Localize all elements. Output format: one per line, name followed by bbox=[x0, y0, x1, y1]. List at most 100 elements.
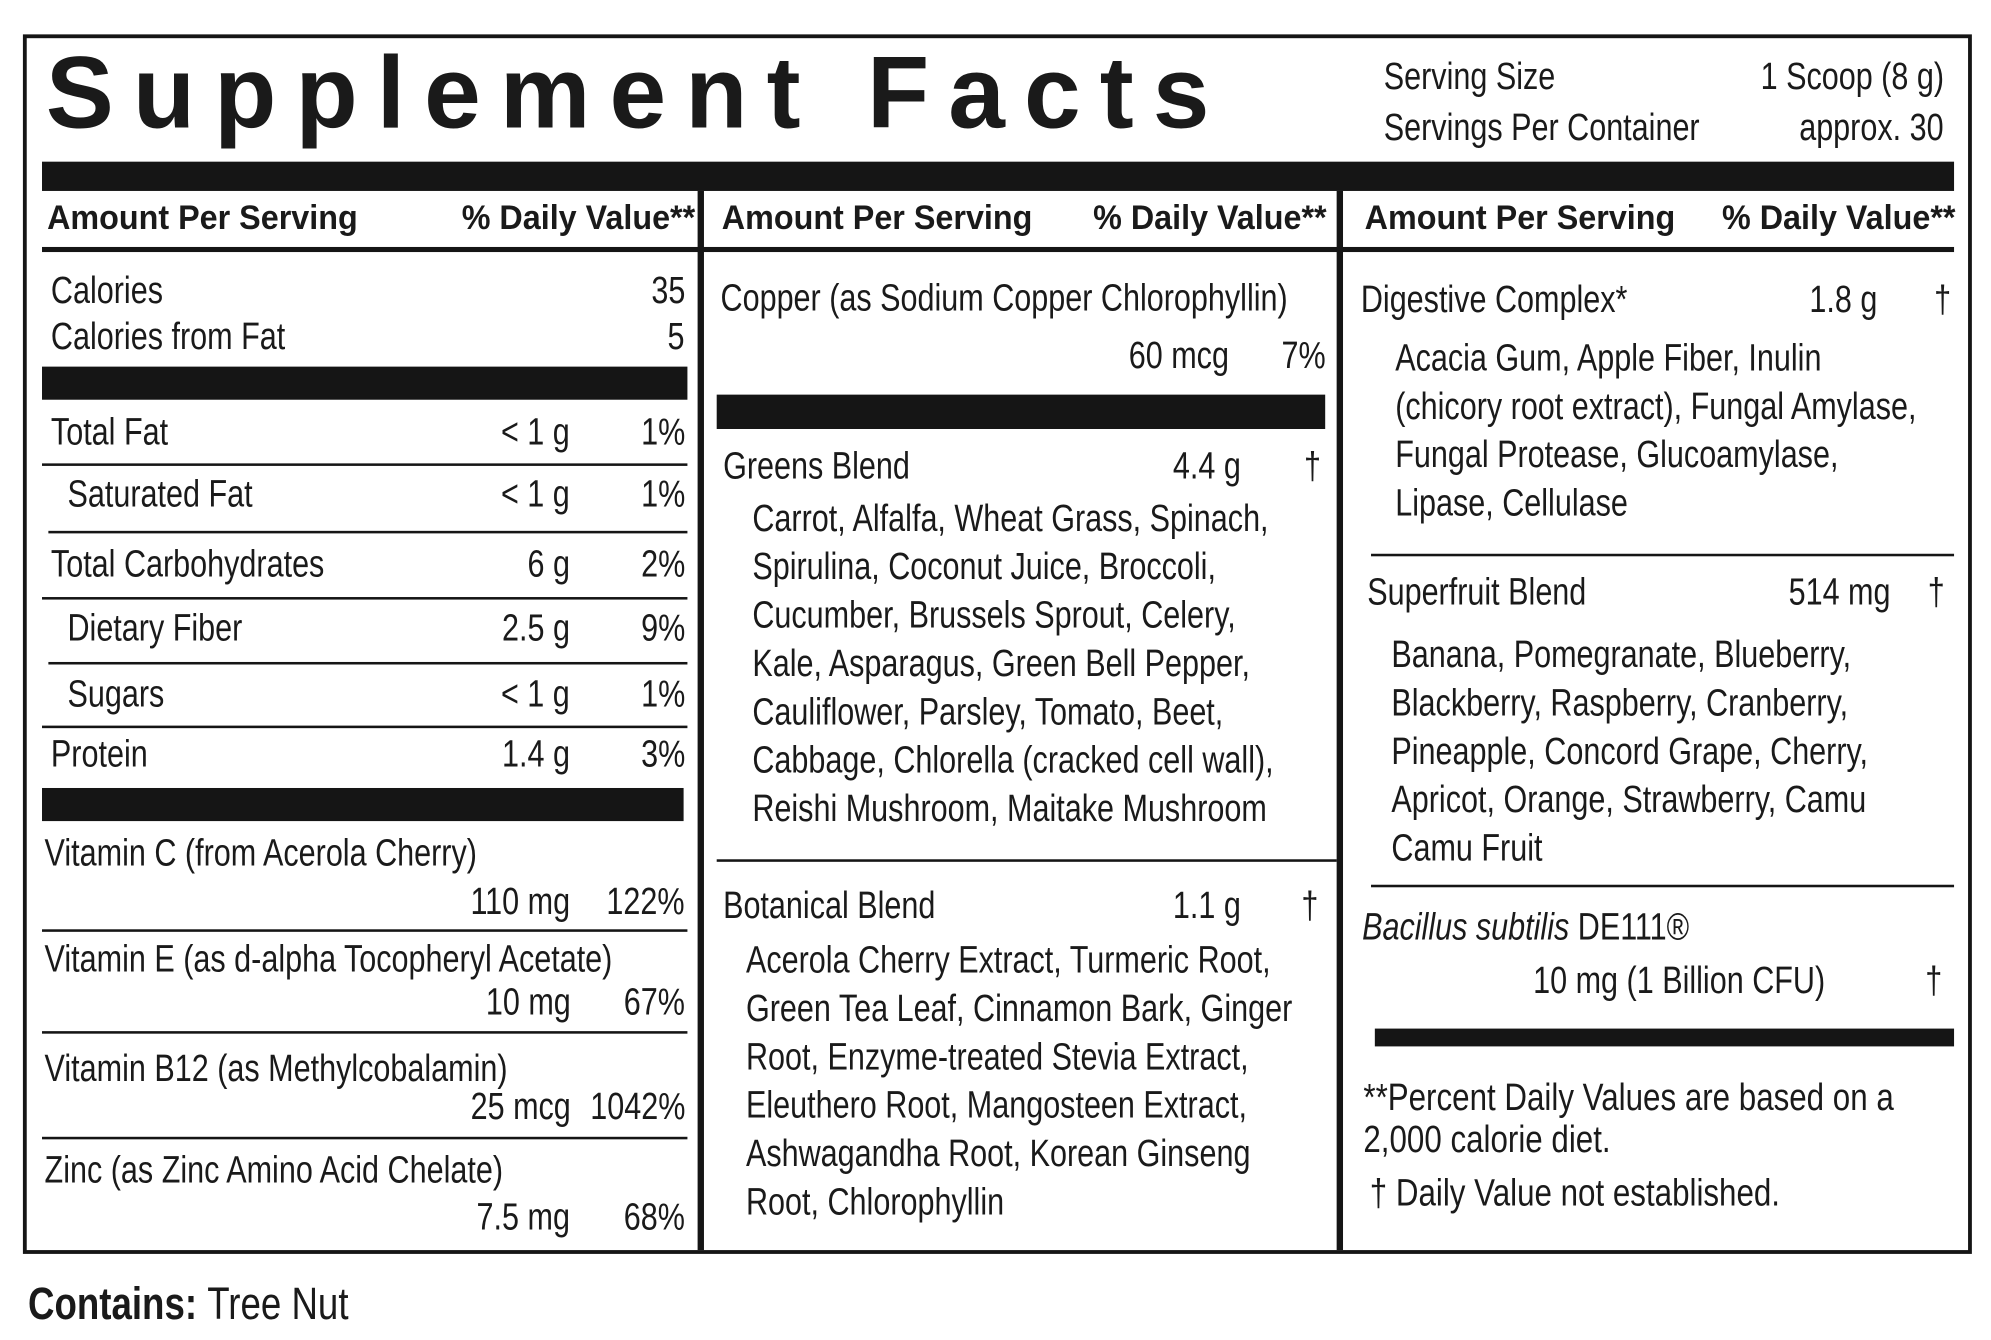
column-header-dv: % Daily Value** bbox=[1721, 198, 1956, 238]
ingredient-line: Green Tea Leaf, Cinnamon Bark, Ginger bbox=[745, 988, 1293, 1031]
contains: Contains: Tree Nut bbox=[28, 1276, 349, 1331]
nutrient-name: Dietary Fiber bbox=[67, 607, 243, 650]
row-rule bbox=[1371, 553, 1955, 557]
probiotic-name-part: DE111® bbox=[1569, 906, 1690, 949]
probiotic-dv: † bbox=[1925, 960, 1943, 1003]
serving-size-label: Serving Size bbox=[1383, 56, 1556, 99]
nutrient-name: Copper (as Sodium Copper Chlorophyllin) bbox=[720, 278, 1288, 321]
row-rule bbox=[42, 597, 688, 600]
row-rule bbox=[42, 929, 688, 932]
row-rule bbox=[42, 463, 688, 466]
ingredient-line: Acerola Cherry Extract, Turmeric Root, bbox=[745, 939, 1271, 982]
nutrient-amount: 1.4 g bbox=[502, 733, 571, 776]
column-header-dv: % Daily Value** bbox=[461, 198, 696, 238]
vitamin-amount: 10 mg bbox=[485, 981, 571, 1024]
column-divider bbox=[1336, 190, 1344, 1251]
blend-name: Superfruit Blend bbox=[1367, 572, 1587, 615]
title: Supplement Facts bbox=[45, 36, 1229, 150]
nutrient-amount: 2.5 g bbox=[502, 607, 571, 650]
ingredient-line: Eleuthero Root, Mangosteen Extract, bbox=[745, 1085, 1247, 1128]
probiotic-name: Bacillus subtilis DE111® bbox=[1362, 906, 1689, 952]
row-rule bbox=[42, 725, 688, 729]
blend-name: Digestive Complex* bbox=[1360, 279, 1628, 322]
row-rule bbox=[1371, 884, 1955, 888]
serving-size: 1 Scoop (8 g) bbox=[1760, 56, 1944, 99]
ingredient-line: (chicory root extract), Fungal Amylase, bbox=[1395, 386, 1917, 429]
blend-dv: † bbox=[1934, 279, 1952, 322]
blend-dv: † bbox=[1928, 572, 1946, 615]
ingredient-line: Cabbage, Chlorella (cracked cell wall), bbox=[752, 740, 1274, 783]
probiotic-amount: 10 mg (1 Billion CFU) bbox=[1533, 960, 1826, 1003]
vitamin-dv: 1042% bbox=[589, 1086, 685, 1129]
ingredient-line: Fungal Protease, Glucoamylase, bbox=[1395, 434, 1839, 477]
row-rule bbox=[42, 1031, 688, 1034]
vitamin-name: Zinc (as Zinc Amino Acid Chelate) bbox=[44, 1150, 504, 1193]
nutrient-name: Protein bbox=[50, 733, 148, 776]
ingredient-line: Camu Fruit bbox=[1391, 827, 1543, 870]
nutrient-dv: 2% bbox=[640, 544, 685, 587]
calorie-value: 5 bbox=[667, 316, 685, 359]
blend-dv: † bbox=[1301, 885, 1319, 928]
nutrient-amount: < 1 g bbox=[501, 673, 571, 716]
row-rule bbox=[42, 1136, 688, 1140]
ingredient-line: Carrot, Alfalfa, Wheat Grass, Spinach, bbox=[752, 498, 1269, 541]
nutrient-dv: 1% bbox=[640, 673, 685, 716]
footnote: † Daily Value not established. bbox=[1369, 1172, 1781, 1215]
vitamin-name: Vitamin B12 (as Methylcobalamin) bbox=[44, 1048, 508, 1091]
contains-value: Tree Nut bbox=[207, 1276, 349, 1330]
ingredient-line: Cucumber, Brussels Sprout, Celery, bbox=[752, 594, 1236, 637]
ingredient-line: Banana, Pomegranate, Blueberry, bbox=[1391, 634, 1852, 677]
blend-name: Botanical Blend bbox=[723, 885, 936, 928]
ingredient-line: Lipase, Cellulase bbox=[1395, 482, 1628, 525]
thick-rule bbox=[42, 161, 1955, 191]
nutrient-name: Saturated Fat bbox=[67, 474, 253, 517]
row-rule bbox=[716, 859, 1337, 862]
nutrient-name: Total Carbohydrates bbox=[50, 544, 325, 587]
ingredient-line: Pineapple, Concord Grape, Cherry, bbox=[1391, 731, 1869, 774]
column-header-amount: Amount Per Serving bbox=[47, 198, 358, 238]
ingredient-line: Reishi Mushroom, Maitake Mushroom bbox=[752, 788, 1267, 831]
ingredient-line: Root, Enzyme-treated Stevia Extract, bbox=[745, 1036, 1249, 1079]
column-divider bbox=[697, 190, 704, 1251]
row-rule bbox=[48, 530, 688, 534]
nutrient-amount: 60 mcg bbox=[1128, 335, 1229, 378]
thick-rule bbox=[1374, 1028, 1955, 1047]
nutrient-dv: 1% bbox=[640, 474, 685, 517]
thick-rule bbox=[716, 394, 1326, 430]
nutrient-amount: < 1 g bbox=[501, 474, 571, 517]
ingredient-line: Ashwagandha Root, Korean Ginseng bbox=[745, 1133, 1251, 1176]
ingredient-line: Acacia Gum, Apple Fiber, Inulin bbox=[1395, 337, 1822, 380]
ingredient-line: Root, Chlorophyllin bbox=[745, 1181, 1005, 1224]
blend-name: Greens Blend bbox=[723, 446, 910, 489]
ingredient-line: Spirulina, Coconut Juice, Broccoli, bbox=[752, 546, 1216, 589]
nutrient-dv: 1% bbox=[640, 411, 685, 454]
vitamin-name: Vitamin C (from Acerola Cherry) bbox=[44, 833, 477, 876]
blend-amount: 1.8 g bbox=[1809, 279, 1878, 322]
row-rule bbox=[48, 661, 688, 665]
column-header-amount: Amount Per Serving bbox=[1364, 198, 1676, 238]
blend-amount: 4.4 g bbox=[1173, 446, 1242, 489]
nutrient-dv: 9% bbox=[640, 607, 685, 650]
blend-dv: † bbox=[1304, 446, 1322, 489]
ingredient-line: Kale, Asparagus, Green Bell Pepper, bbox=[752, 643, 1250, 686]
vitamin-dv: 122% bbox=[606, 881, 685, 924]
calorie-value: 35 bbox=[650, 270, 685, 313]
nutrient-name: Total Fat bbox=[50, 411, 169, 454]
footnote: **Percent Daily Values are based on a 2,… bbox=[1363, 1076, 1894, 1161]
nutrient-dv: 3% bbox=[640, 733, 685, 776]
calorie-name: Calories bbox=[50, 270, 163, 313]
column-header-dv: % Daily Value** bbox=[1092, 198, 1327, 238]
blend-amount: 1.1 g bbox=[1173, 885, 1242, 928]
ingredient-line: Cauliflower, Parsley, Tomato, Beet, bbox=[752, 691, 1224, 734]
probiotic-name-part: Bacillus subtilis bbox=[1362, 906, 1570, 949]
header-rule bbox=[42, 246, 1955, 253]
nutrient-dv: 7% bbox=[1281, 335, 1326, 378]
thick-rule bbox=[42, 787, 684, 822]
outer-border bbox=[22, 34, 1972, 1254]
vitamin-dv: 68% bbox=[623, 1197, 685, 1240]
calorie-name: Calories from Fat bbox=[50, 316, 286, 359]
thick-rule bbox=[42, 366, 688, 400]
servings-label: Servings Per Container bbox=[1383, 107, 1700, 150]
ingredient-line: Apricot, Orange, Strawberry, Camu bbox=[1391, 779, 1867, 822]
